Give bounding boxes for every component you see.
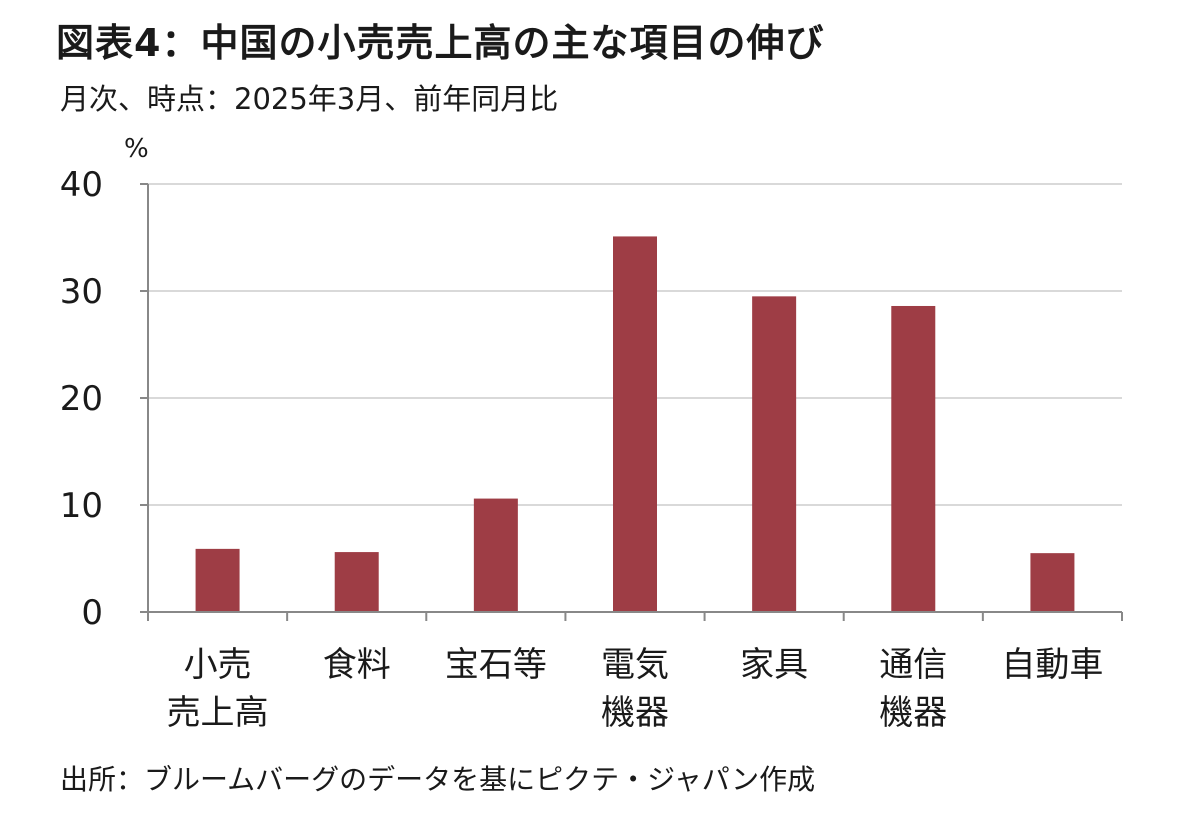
bar: [195, 548, 240, 612]
y-tick-label: 20: [60, 379, 103, 419]
x-tick-label: 家具: [740, 645, 808, 685]
y-tick-label: 30: [60, 272, 103, 312]
x-tick-label: 食料: [323, 645, 391, 685]
bar: [891, 305, 936, 612]
bar: [473, 498, 518, 612]
bars: [195, 236, 1075, 612]
axes: [140, 183, 1123, 621]
x-tick-label: 通信機器: [879, 645, 947, 733]
y-tick-label: 10: [60, 486, 103, 526]
x-tick-label: 宝石等: [445, 645, 547, 685]
x-tick-label: 自動車: [1001, 645, 1103, 685]
y-tick-labels: 0 10 20 30 40: [60, 165, 103, 633]
y-axis-unit: %: [124, 134, 149, 164]
bar: [1030, 553, 1075, 612]
chart-title: 図表4：中国の小売売上高の主な項目の伸び: [56, 21, 825, 65]
x-tick-labels: 小売売上高 食料 宝石等 電気機器 家具 通信機器 自動車: [167, 645, 1104, 733]
y-tick-label: 40: [60, 165, 103, 205]
bar: [334, 552, 379, 612]
y-tick-label: 0: [81, 593, 103, 633]
bar: [752, 296, 797, 612]
bar: [613, 236, 657, 612]
source-note: 出所：ブルームバーグのデータを基にピクテ・ジャパン作成: [60, 763, 816, 796]
x-tick-label: 小売売上高: [167, 645, 269, 733]
x-tick-label: 電気機器: [601, 645, 669, 733]
chart-subtitle: 月次、時点：2025年3月、前年同月比: [60, 82, 559, 116]
